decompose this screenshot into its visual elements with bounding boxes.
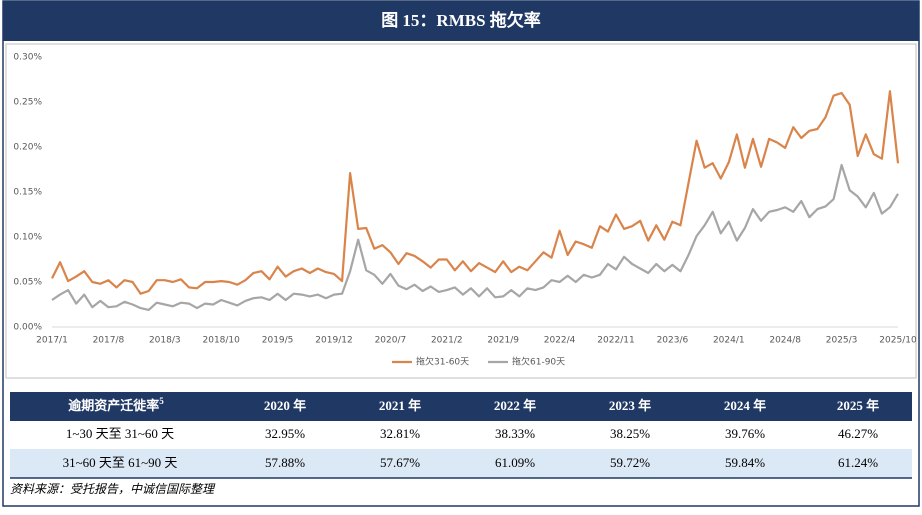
x-tick-label: 2017/1: [36, 336, 68, 346]
chart-title: 图 15：RMBS 拖欠率: [381, 10, 541, 30]
y-tick-label: 0.15%: [13, 188, 42, 198]
x-tick-label: 2018/10: [203, 336, 241, 346]
table-cell: 38.25%: [610, 426, 650, 441]
x-tick-label: 2019/5: [262, 336, 294, 346]
x-tick-label: 2019/12: [315, 336, 352, 346]
x-tick-label: 2021/2: [431, 336, 463, 346]
table-cell: 46.27%: [838, 426, 878, 441]
table-cell: 57.67%: [380, 455, 420, 470]
table-header-cell: 2022 年: [494, 398, 536, 413]
table-cell: 39.76%: [725, 426, 765, 441]
x-tick-label: 2024/1: [713, 336, 745, 346]
plot-frame: [5, 43, 917, 379]
y-tick-label: 0.20%: [13, 143, 42, 153]
x-tick-label: 2018/3: [149, 336, 181, 346]
footnote-mark: 5: [159, 396, 164, 406]
y-tick-label: 0.25%: [13, 98, 42, 108]
x-tick-label: 2020/7: [375, 336, 407, 346]
header-text: 逾期资产迁徙率: [68, 398, 159, 413]
table-header-cell: 逾期资产迁徙率5: [68, 396, 164, 413]
series-line: [51, 163, 899, 311]
x-tick-label: 2024/8: [769, 336, 801, 346]
x-tick-label: 2022/11: [597, 336, 634, 346]
table-header-bg: [10, 392, 912, 421]
table-cell: 59.84%: [725, 455, 765, 470]
y-tick-label: 0.00%: [13, 323, 42, 333]
x-tick-label: 2022/4: [544, 336, 576, 346]
table-cell: 61.24%: [838, 455, 878, 470]
legend-label: 拖欠61-90天: [512, 356, 565, 368]
table-row-bg: [10, 449, 912, 478]
table-header-cell: 2025 年: [837, 398, 879, 413]
table-cell: 57.88%: [265, 455, 305, 470]
legend-label: 拖欠31-60天: [416, 356, 469, 368]
x-tick-label: 2025/3: [826, 336, 858, 346]
x-tick-label: 2017/8: [93, 336, 125, 346]
table-header-cell: 2020 年: [264, 398, 306, 413]
title-bar: [3, 1, 919, 41]
y-tick-label: 0.05%: [13, 278, 42, 288]
table-header-cell: 2021 年: [379, 398, 421, 413]
table-cell: 32.81%: [380, 426, 420, 441]
table-cell: 61.09%: [495, 455, 535, 470]
source-note: 资料来源：受托报告，中诚信国际整理: [10, 482, 216, 496]
table-cell: 59.72%: [610, 455, 650, 470]
table-cell: 38.33%: [495, 426, 535, 441]
table-cell: 1~30 天至 31~60 天: [66, 426, 174, 441]
series-line: [51, 90, 900, 295]
table-cell: 32.95%: [265, 426, 305, 441]
table: 逾期资产迁徙率5 2020 年 2021 年 2022 年 2023 年 2024 年 20…: [10, 392, 912, 479]
x-tick-label: 2025/10: [879, 336, 917, 346]
x-tick-label: 2023/6: [657, 336, 689, 346]
table-header-cell: 2023 年: [609, 398, 651, 413]
y-tick-label: 0.30%: [13, 53, 42, 63]
table-cell: 31~60 天至 61~90 天: [63, 455, 178, 470]
x-tick-label: 2021/9: [487, 336, 519, 346]
table-header-cell: 2024 年: [724, 398, 766, 413]
y-tick-label: 0.10%: [13, 233, 42, 243]
